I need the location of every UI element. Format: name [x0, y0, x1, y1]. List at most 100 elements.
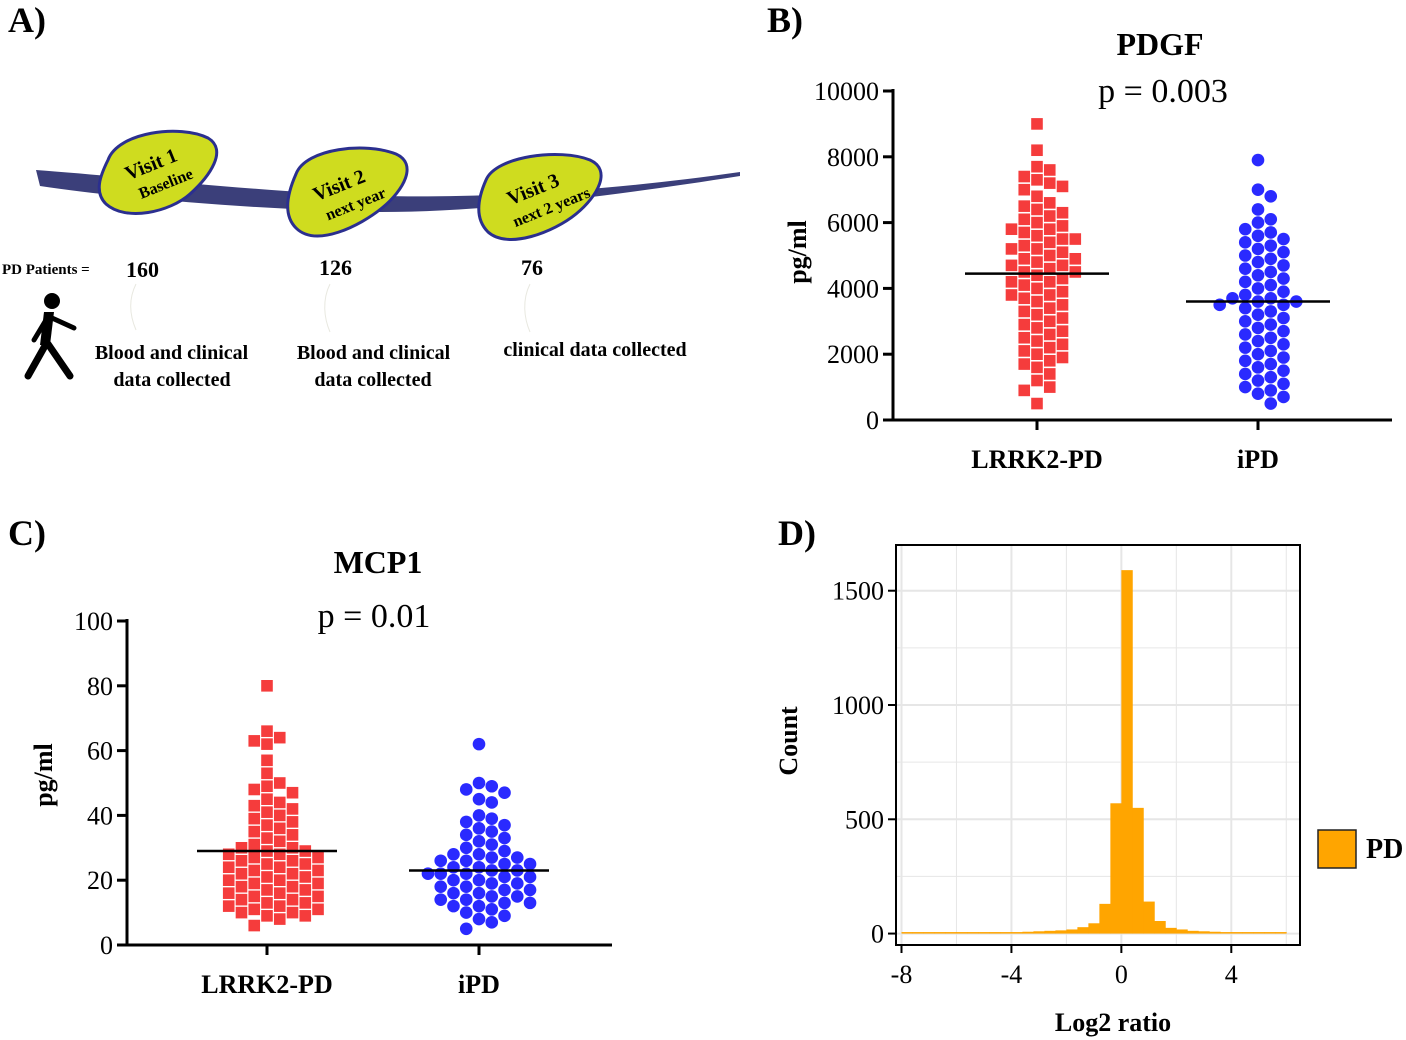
mcp1-point	[248, 735, 261, 747]
pdgf-series-1	[1213, 153, 1303, 410]
hist-bar	[1187, 930, 1199, 934]
mcp1-point	[261, 738, 273, 750]
mcp1-point	[261, 832, 273, 844]
pdgf-point	[1277, 364, 1290, 377]
mcp1-point	[434, 893, 448, 906]
pdgf-point	[1005, 276, 1018, 288]
mcp1-x-tick-label: iPD	[458, 970, 500, 999]
pdgf-point	[1043, 236, 1056, 249]
pdgf-point	[1069, 233, 1082, 245]
pdgf-point	[1277, 324, 1290, 338]
panel-b: B) PDGF p = 0.003 pg/ml 0 2000 4000 6000 800…	[767, 0, 1392, 474]
pdgf-point	[1264, 357, 1278, 371]
hist-bar	[1000, 932, 1012, 934]
hist-bar	[1165, 927, 1177, 934]
pdgf-point	[1031, 174, 1043, 186]
mcp1-point	[299, 910, 312, 922]
pdgf-point	[1018, 170, 1031, 183]
mcp1-point	[523, 896, 537, 910]
mcp1-y-tick-label: 40	[87, 801, 113, 830]
hist-y-tick-label: 1000	[832, 691, 884, 720]
pdgf-point	[1277, 245, 1290, 259]
pdgf-point	[1043, 302, 1056, 314]
hist-bar	[1264, 932, 1276, 934]
mcp1-point	[498, 870, 511, 884]
mcp1-point	[299, 858, 312, 870]
pdgf-point	[1005, 289, 1018, 301]
mcp1-point	[447, 886, 460, 900]
mcp1-point	[523, 857, 537, 871]
panel-label-d: D)	[778, 513, 816, 553]
visit-1-note: Blood and clinical data collected	[95, 342, 253, 391]
mcp1-point	[273, 874, 286, 886]
pdgf-point	[1238, 222, 1252, 236]
mcp1-point	[235, 867, 248, 880]
pdgf-point	[1043, 197, 1056, 209]
pdgf-point	[1005, 223, 1018, 235]
mcp1-point	[222, 900, 235, 912]
mcp1-point	[261, 910, 273, 922]
mcp1-point	[261, 806, 273, 818]
legend-swatch	[1317, 829, 1357, 869]
hist-bar	[1033, 931, 1045, 934]
mcp1-point	[299, 871, 312, 883]
panel-a: A) Visit 1 Baseline Visit 2 next year Vi…	[2, 0, 740, 391]
pdgf-point	[1031, 269, 1043, 282]
pdgf-point	[1005, 259, 1018, 272]
pdgf-point	[1238, 367, 1252, 381]
pdgf-point	[1277, 377, 1290, 391]
pdgf-point	[1018, 384, 1031, 397]
pdgf-point	[1264, 265, 1278, 279]
pdgf-point	[1238, 301, 1252, 315]
pdgf-point	[1043, 328, 1056, 341]
pdgf-point	[1251, 282, 1265, 295]
pdgf-point	[1056, 299, 1069, 311]
pdgf-point	[1018, 183, 1031, 196]
mcp1-point	[472, 809, 486, 822]
hist-bar	[1143, 901, 1155, 934]
mcp1-point	[498, 818, 511, 832]
hist-bar	[1011, 932, 1023, 934]
pdgf-y-tick-label: 0	[866, 406, 879, 435]
pdgf-point	[1238, 354, 1252, 368]
mcp1-point	[273, 809, 286, 822]
mcp1-point	[248, 890, 261, 903]
pdgf-point	[1018, 345, 1031, 357]
mcp1-point	[222, 861, 235, 874]
mcp1-point	[286, 854, 299, 867]
mcp1-point	[459, 783, 473, 796]
mcp1-y-axis-label: pg/ml	[29, 743, 58, 807]
mcp1-point	[248, 799, 261, 812]
pdgf-point	[1277, 259, 1290, 272]
hist-bar	[978, 932, 990, 934]
pdgf-point	[1018, 305, 1031, 318]
pdgf-point	[1251, 374, 1265, 387]
mcp1-point	[286, 786, 299, 799]
mcp1-series-0	[222, 680, 324, 932]
pdgf-point	[1031, 282, 1043, 295]
pdgf-point	[1043, 381, 1056, 393]
hist-x-tick-label: -4	[1001, 960, 1023, 989]
hist-bar	[1132, 807, 1144, 934]
hist-y-tick-label: 1500	[832, 577, 884, 606]
pdgf-point	[1056, 180, 1069, 193]
pdgf-point	[1264, 252, 1278, 266]
mcp1-point	[447, 847, 460, 861]
mcp1-point	[273, 822, 286, 835]
pdgf-point	[1056, 285, 1069, 298]
mcp1-point	[485, 851, 499, 864]
hist-bar	[967, 932, 979, 934]
mcp1-point	[510, 851, 524, 864]
mcp1-point	[485, 890, 499, 903]
pdgf-point	[1264, 331, 1278, 345]
pdgf-point	[1264, 239, 1278, 252]
mcp1-point	[459, 880, 473, 893]
pdgf-point	[1251, 321, 1265, 335]
mcp1-point	[286, 803, 299, 815]
pdgf-point	[1238, 275, 1252, 289]
hist-bar	[934, 932, 946, 934]
pdgf-point	[1277, 232, 1290, 246]
pdgf-point	[1251, 242, 1265, 256]
mcp1-point	[222, 848, 235, 861]
pdgf-point	[1031, 295, 1043, 308]
